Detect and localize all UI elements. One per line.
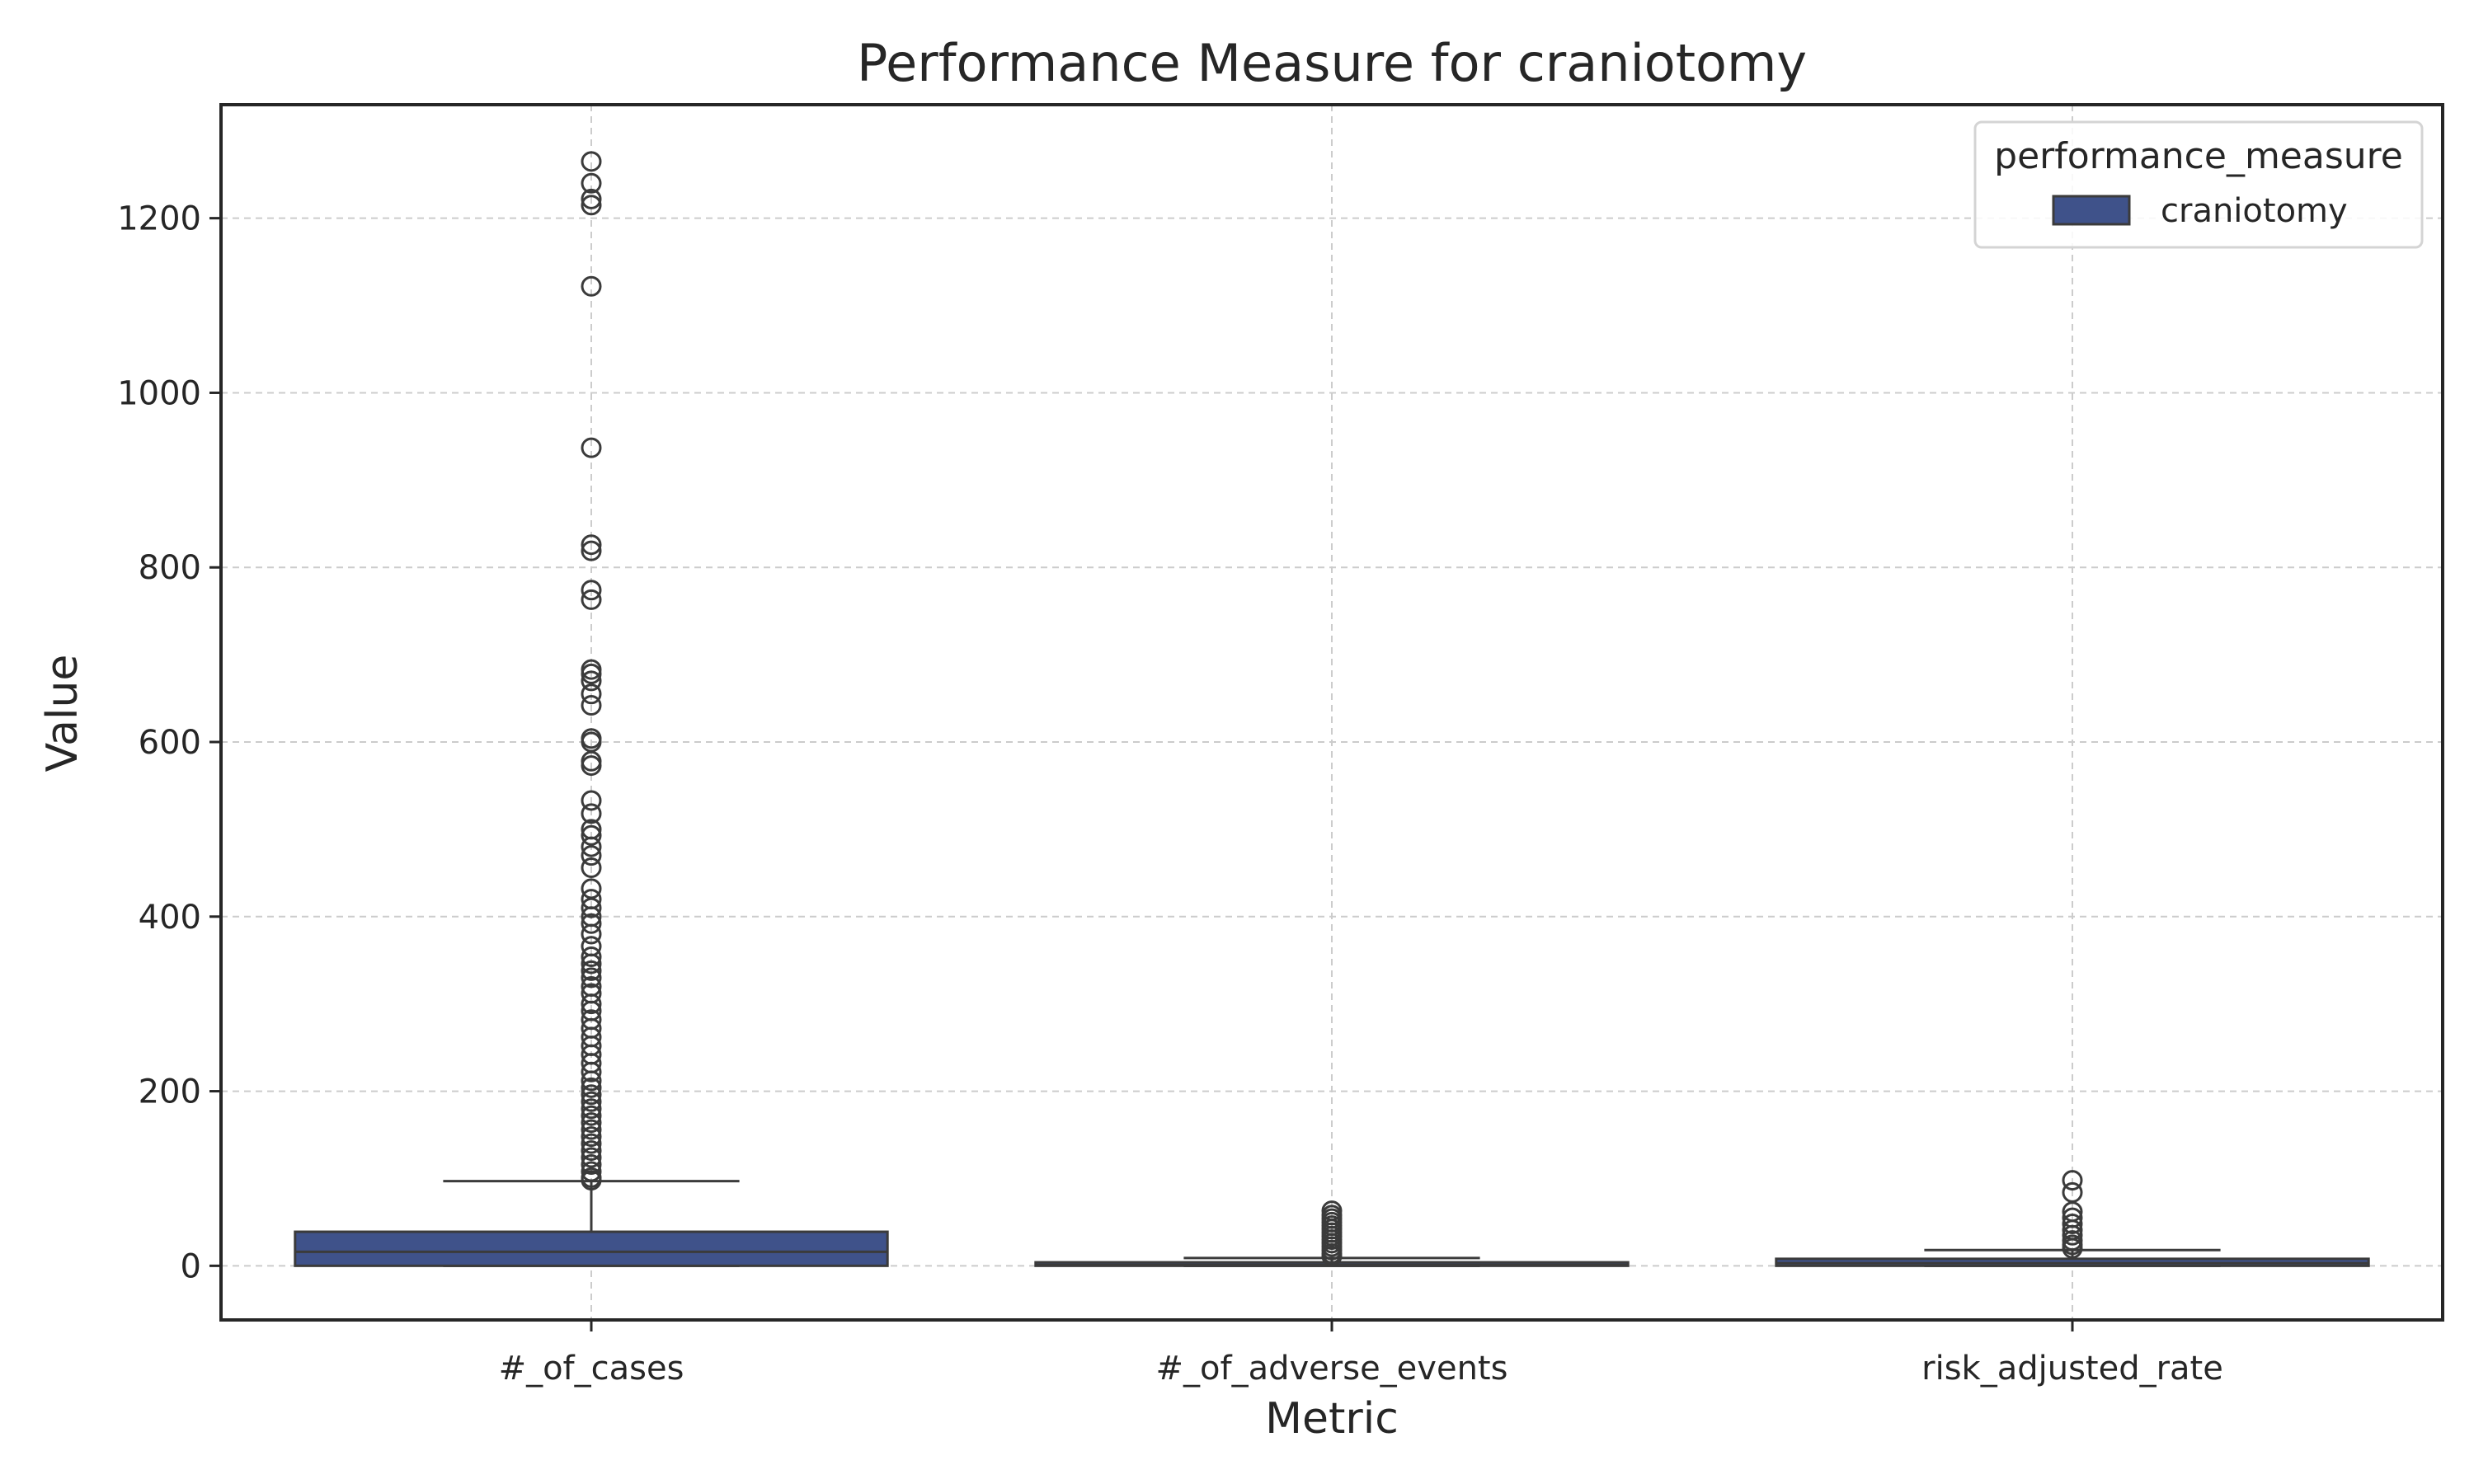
outlier-point <box>581 857 602 878</box>
outlier-point <box>581 953 602 974</box>
outlier-point <box>581 670 602 692</box>
legend-title: performance_measure <box>1994 135 2403 177</box>
outlier-point <box>581 172 602 194</box>
outlier-point <box>581 1140 602 1162</box>
y-tick-label: 1200 <box>117 200 201 238</box>
legend-swatch-craniotomy <box>2052 195 2131 226</box>
x-tick-label: #_of_adverse_events <box>1156 1350 1508 1388</box>
outlier-point <box>581 1084 602 1106</box>
box-body <box>294 1230 889 1267</box>
grid-layer <box>221 105 2443 1320</box>
outlier-point <box>581 836 602 857</box>
outlier-point <box>581 437 602 458</box>
outlier-point <box>581 1077 602 1098</box>
outlier-point <box>581 993 602 1015</box>
outlier-point <box>1321 1246 1343 1267</box>
boxes-layer <box>294 151 2370 1267</box>
outlier-point <box>581 683 602 705</box>
box-of-cases <box>294 151 889 1267</box>
x-tick-label: #_of_cases <box>499 1350 684 1388</box>
chart-title: Performance Measure for craniotomy <box>857 33 1807 93</box>
outlier-point <box>581 913 602 934</box>
outlier-point <box>581 897 602 918</box>
outlier-point <box>581 1170 602 1191</box>
outlier-point <box>581 534 602 556</box>
y-tick-label: 400 <box>139 899 201 937</box>
outlier-point <box>581 275 602 297</box>
outlier-point <box>581 1119 602 1140</box>
outlier-point <box>581 1070 602 1092</box>
box-of-adverse-events <box>1034 1200 1630 1267</box>
y-tick-label: 800 <box>139 549 201 587</box>
outlier-point <box>581 845 602 866</box>
x-axis-label: Metric <box>1265 1394 1399 1444</box>
outlier-point <box>581 946 602 967</box>
outlier-point <box>581 695 602 716</box>
outlier-point <box>581 1098 602 1120</box>
outlier-point <box>581 1133 602 1154</box>
outlier-point <box>581 1112 602 1134</box>
y-tick-label: 200 <box>139 1073 201 1111</box>
outlier-point <box>581 1061 602 1082</box>
outlier-point <box>581 663 602 684</box>
outlier-point <box>581 151 602 172</box>
outlier-point <box>581 967 602 989</box>
outlier-point <box>581 188 602 209</box>
outlier-point <box>2062 1170 2083 1191</box>
y-tick-label: 600 <box>139 724 201 762</box>
box-risk-adjusted-rate <box>1775 1170 2370 1267</box>
outlier-point <box>581 195 602 216</box>
outlier-point <box>581 755 602 777</box>
outlier-point <box>2062 1214 2083 1235</box>
outlier-point <box>2062 1224 2083 1246</box>
outlier-point <box>581 960 602 981</box>
outlier-point <box>581 1154 602 1176</box>
outlier-point <box>581 790 602 811</box>
legend: performance_measure craniotomy <box>1973 120 2424 249</box>
outlier-point <box>581 1161 602 1182</box>
outlier-point <box>581 540 602 561</box>
outlier-point <box>581 923 602 945</box>
outlier-point <box>581 1147 602 1168</box>
y-tick-label: 0 <box>181 1247 201 1285</box>
outlier-point <box>581 1105 602 1126</box>
outlier-point <box>581 803 602 824</box>
outlier-point <box>581 1126 602 1148</box>
y-tick-label: 1000 <box>117 374 201 412</box>
outlier-point <box>581 589 602 610</box>
outlier-point <box>581 824 602 846</box>
legend-label-craniotomy: craniotomy <box>2161 192 2348 230</box>
outlier-point <box>581 580 602 601</box>
y-axis-label: Value <box>38 655 87 773</box>
outlier-point <box>581 1091 602 1112</box>
x-axis-ticks: #_of_cases #_of_adverse_events risk_adjust… <box>499 1320 2223 1388</box>
x-tick-label: risk_adjusted_rate <box>1921 1350 2223 1388</box>
y-axis-ticks: 0 200 400 600 800 1000 1200 <box>117 200 221 1285</box>
outlier-point <box>2062 1237 2083 1259</box>
